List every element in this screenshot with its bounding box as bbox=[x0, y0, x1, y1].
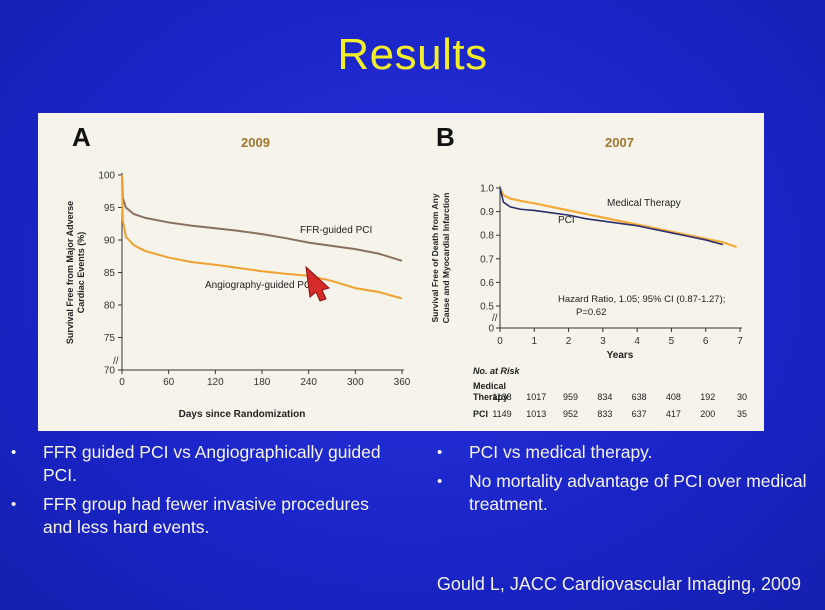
y-tick-label-a: 90 bbox=[104, 236, 116, 247]
risk-table-cell: 637 bbox=[632, 409, 647, 419]
legend-label-ffr: FFR-guided PCI bbox=[300, 225, 372, 236]
x-axis-label-a: Days since Randomization bbox=[179, 409, 306, 420]
risk-row-label: Therapy bbox=[473, 392, 508, 402]
series-line-medical bbox=[499, 187, 737, 249]
series-line-ffr bbox=[121, 174, 403, 262]
y-tick-label-a: 85 bbox=[104, 268, 116, 279]
chart-a: //70 75 80 85 90 95 100 0 60 120 180 240 300 360 Days … bbox=[65, 171, 411, 421]
panel-a-year: 2009 bbox=[241, 135, 270, 150]
series-line-angio bbox=[121, 174, 403, 300]
cursor-arrow-icon bbox=[305, 265, 330, 302]
risk-table-cell: 1013 bbox=[526, 409, 546, 419]
x-tick-label-a: 300 bbox=[347, 377, 364, 388]
risk-table-cell: 834 bbox=[597, 392, 612, 402]
axis-break-a: // bbox=[113, 356, 119, 367]
risk-table-cell: 833 bbox=[597, 409, 612, 419]
x-tick-label-a: 0 bbox=[119, 377, 125, 388]
x-tick-label-b: 1 bbox=[532, 336, 538, 347]
x-tick-label-b: 6 bbox=[703, 336, 709, 347]
p-value-annotation: P=0.62 bbox=[576, 307, 606, 318]
x-tick-label-b: 5 bbox=[669, 336, 675, 347]
figure-panel: A 2009 B 2007 //70 75 80 85 90 95 100 0 60 120 180… bbox=[38, 113, 764, 431]
y-tick-label-b: 0.9 bbox=[480, 207, 494, 218]
y-tick-label-b: 0 bbox=[488, 324, 494, 335]
panel-b-letter: B bbox=[436, 122, 455, 152]
y-tick-label-b: 1.0 bbox=[480, 184, 494, 195]
y-tick-label-a: 70 bbox=[104, 366, 116, 377]
x-tick-label-a: 60 bbox=[163, 377, 175, 388]
risk-table-cell: 417 bbox=[666, 409, 681, 419]
risk-table-header: No. at Risk bbox=[473, 366, 521, 376]
x-tick-label-a: 360 bbox=[394, 377, 411, 388]
hazard-ratio-annotation: Hazard Ratio, 1.05; 95% CI (0.87-1.27); bbox=[558, 294, 725, 305]
y-tick-label-a: 100 bbox=[98, 171, 115, 182]
legend-label-medical: Medical Therapy bbox=[607, 198, 681, 209]
risk-table-cell: 35 bbox=[737, 409, 747, 419]
x-tick-label-b: 7 bbox=[737, 336, 743, 347]
x-tick-label-a: 120 bbox=[207, 377, 224, 388]
series-line-pci bbox=[499, 187, 724, 246]
legend-label-angio: Angiography-guided PCI bbox=[205, 280, 314, 291]
bullet-icon: • bbox=[11, 444, 17, 461]
chart-b: //00.50.60.70.80.91.00 1 2 3 4 5 6 7YearsSurviv… bbox=[430, 184, 747, 420]
y-tick-label-b: 0.6 bbox=[480, 278, 494, 289]
risk-row-label: Medical bbox=[473, 381, 506, 391]
risk-table-cell: 192 bbox=[700, 392, 715, 402]
y-tick-label-b: 0.7 bbox=[480, 254, 494, 265]
axis-break-b: // bbox=[492, 313, 498, 324]
risk-table-cell: 638 bbox=[632, 392, 647, 402]
y-tick-label-a: 95 bbox=[104, 203, 116, 214]
list-item: • FFR group had fewer invasive procedures… bbox=[11, 494, 369, 537]
list-item: • FFR guided PCI vs Angiographically guid… bbox=[11, 442, 381, 485]
bullet-icon: • bbox=[437, 473, 443, 490]
risk-row-label: PCI bbox=[473, 409, 488, 419]
risk-table-cell: 1138 bbox=[492, 392, 511, 402]
y-axis-label-a: Survival Free from Major AdverseCardiac … bbox=[65, 201, 86, 344]
x-axis-label-b: Years bbox=[607, 350, 634, 361]
risk-table-cell: 200 bbox=[700, 409, 715, 419]
x-tick-label-a: 240 bbox=[300, 377, 317, 388]
legend-label-pci: PCI bbox=[558, 215, 575, 226]
bullet-icon: • bbox=[437, 444, 443, 461]
risk-table-cell: 30 bbox=[737, 392, 747, 402]
list-item: • No mortality advantage of PCI over medi… bbox=[437, 471, 807, 514]
y-tick-label-b: 0.8 bbox=[480, 231, 494, 242]
risk-table-cell: 1149 bbox=[492, 409, 511, 419]
right-bullet-list: • PCI vs medical therapy. • No mortality a… bbox=[434, 441, 814, 522]
panel-a-letter: A bbox=[72, 122, 91, 152]
risk-table-cell: 952 bbox=[563, 409, 578, 419]
x-tick-label-b: 2 bbox=[566, 336, 572, 347]
x-tick-label-b: 4 bbox=[634, 336, 640, 347]
x-tick-label-b: 0 bbox=[497, 336, 503, 347]
risk-table-cell: 959 bbox=[563, 392, 578, 402]
x-tick-label-a: 180 bbox=[254, 377, 271, 388]
citation: Gould L, JACC Cardiovascular Imaging, 20… bbox=[436, 574, 801, 594]
y-tick-label-a: 80 bbox=[104, 301, 116, 312]
panel-b-year: 2007 bbox=[605, 135, 634, 150]
list-item: • PCI vs medical therapy. bbox=[437, 442, 653, 462]
bullet-icon: • bbox=[11, 496, 17, 513]
slide-title: Results bbox=[337, 30, 488, 79]
x-tick-label-b: 3 bbox=[600, 336, 606, 347]
risk-table-cell: 1017 bbox=[526, 392, 546, 402]
left-bullet-list: • FFR guided PCI vs Angiographically guid… bbox=[8, 441, 388, 545]
y-tick-label-b: 0.5 bbox=[480, 302, 494, 313]
y-tick-label-a: 75 bbox=[104, 333, 116, 344]
risk-table-cell: 408 bbox=[666, 392, 681, 402]
y-axis-label-b: Survival Free of Death from AnyCause and… bbox=[430, 193, 451, 324]
